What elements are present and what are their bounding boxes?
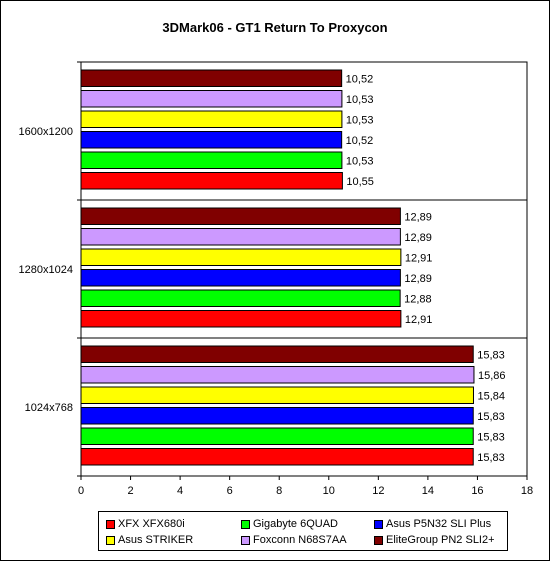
data-label: 10,52: [346, 135, 374, 147]
data-label: 15,86: [478, 370, 506, 382]
x-tick-label: 0: [78, 485, 84, 497]
legend-label: Asus STRIKER: [118, 534, 194, 546]
legend-label: XFX XFX680i: [118, 518, 185, 530]
legend-swatch: [241, 536, 250, 545]
bar-foxconn-n68s7aa-1024x768: [80, 366, 475, 384]
data-label: 10,53: [346, 94, 374, 106]
legend-swatch: [106, 520, 115, 529]
bar-elitegroup-pn2-sli2--1280x1024: [80, 207, 401, 225]
data-label: 15,83: [477, 452, 505, 464]
legend-swatch: [241, 520, 250, 529]
data-label: 12,89: [404, 211, 432, 223]
data-label: 15,83: [477, 349, 505, 361]
bar-asus-striker-1280x1024: [80, 248, 402, 266]
bar-elitegroup-pn2-sli2--1600x1200: [80, 69, 343, 87]
bar-asus-striker-1600x1200: [80, 110, 343, 128]
data-label: 10,53: [346, 114, 374, 126]
category-label: 1600x1200: [19, 126, 73, 138]
data-label: 12,91: [405, 252, 433, 264]
data-label: 12,91: [405, 314, 433, 326]
x-tick-label: 8: [276, 485, 282, 497]
x-tick-label: 4: [177, 485, 183, 497]
data-label: 10,55: [346, 176, 374, 188]
bar-foxconn-n68s7aa-1280x1024: [80, 228, 401, 246]
data-label: 12,89: [404, 232, 432, 244]
x-tick-label: 10: [323, 485, 335, 497]
x-tick-label: 14: [422, 485, 434, 497]
bar-asus-striker-1024x768: [80, 386, 474, 404]
data-label: 12,89: [404, 273, 432, 285]
legend: XFX XFX680i Gigabyte 6QUAD Asus P5N32 SLI …: [98, 511, 508, 551]
legend-label: Asus P5N32 SLI Plus: [386, 518, 492, 530]
category-label: 1280x1024: [19, 264, 73, 276]
data-label: 10,52: [346, 73, 374, 85]
bar-asus-p5n32-sli-plus-1024x768: [80, 407, 474, 425]
bar-elitegroup-pn2-sli2--1024x768: [80, 345, 474, 363]
data-label: 15,83: [477, 411, 505, 423]
data-label: 12,88: [404, 293, 432, 305]
legend-swatch: [374, 536, 383, 545]
data-label: 15,84: [477, 390, 505, 402]
bar-foxconn-n68s7aa-1600x1200: [80, 90, 343, 108]
data-label: 15,83: [477, 431, 505, 443]
bar-xfx-xfx680i-1600x1200: [80, 172, 343, 190]
chart-title: 3DMark06 - GT1 Return To Proxycon: [162, 20, 387, 35]
x-tick-label: 6: [227, 485, 233, 497]
bar-gigabyte-6quad-1024x768: [80, 427, 474, 445]
x-tick-label: 16: [471, 485, 483, 497]
bar-xfx-xfx680i-1024x768: [80, 448, 474, 466]
legend-label: Gigabyte 6QUAD: [253, 518, 338, 530]
bar-gigabyte-6quad-1600x1200: [80, 151, 343, 169]
plot-layer: 10,55 10,53 10,52 10,53 10,53 10,52 1600x1200 1…: [19, 61, 533, 497]
category-label: 1024x768: [25, 402, 73, 414]
x-tick-label: 18: [521, 485, 533, 497]
bar-asus-p5n32-sli-plus-1280x1024: [80, 269, 401, 287]
bar-gigabyte-6quad-1280x1024: [80, 289, 401, 307]
legend-swatch: [106, 536, 115, 545]
legend-label: Foxconn N68S7AA: [253, 534, 347, 546]
bar-xfx-xfx680i-1280x1024: [80, 310, 402, 328]
legend-swatch: [374, 520, 383, 529]
legend-label: EliteGroup PN2 SLI2+: [386, 534, 495, 546]
x-tick-label: 2: [127, 485, 133, 497]
x-tick-label: 12: [372, 485, 384, 497]
bar-asus-p5n32-sli-plus-1600x1200: [80, 131, 343, 149]
data-label: 10,53: [346, 155, 374, 167]
